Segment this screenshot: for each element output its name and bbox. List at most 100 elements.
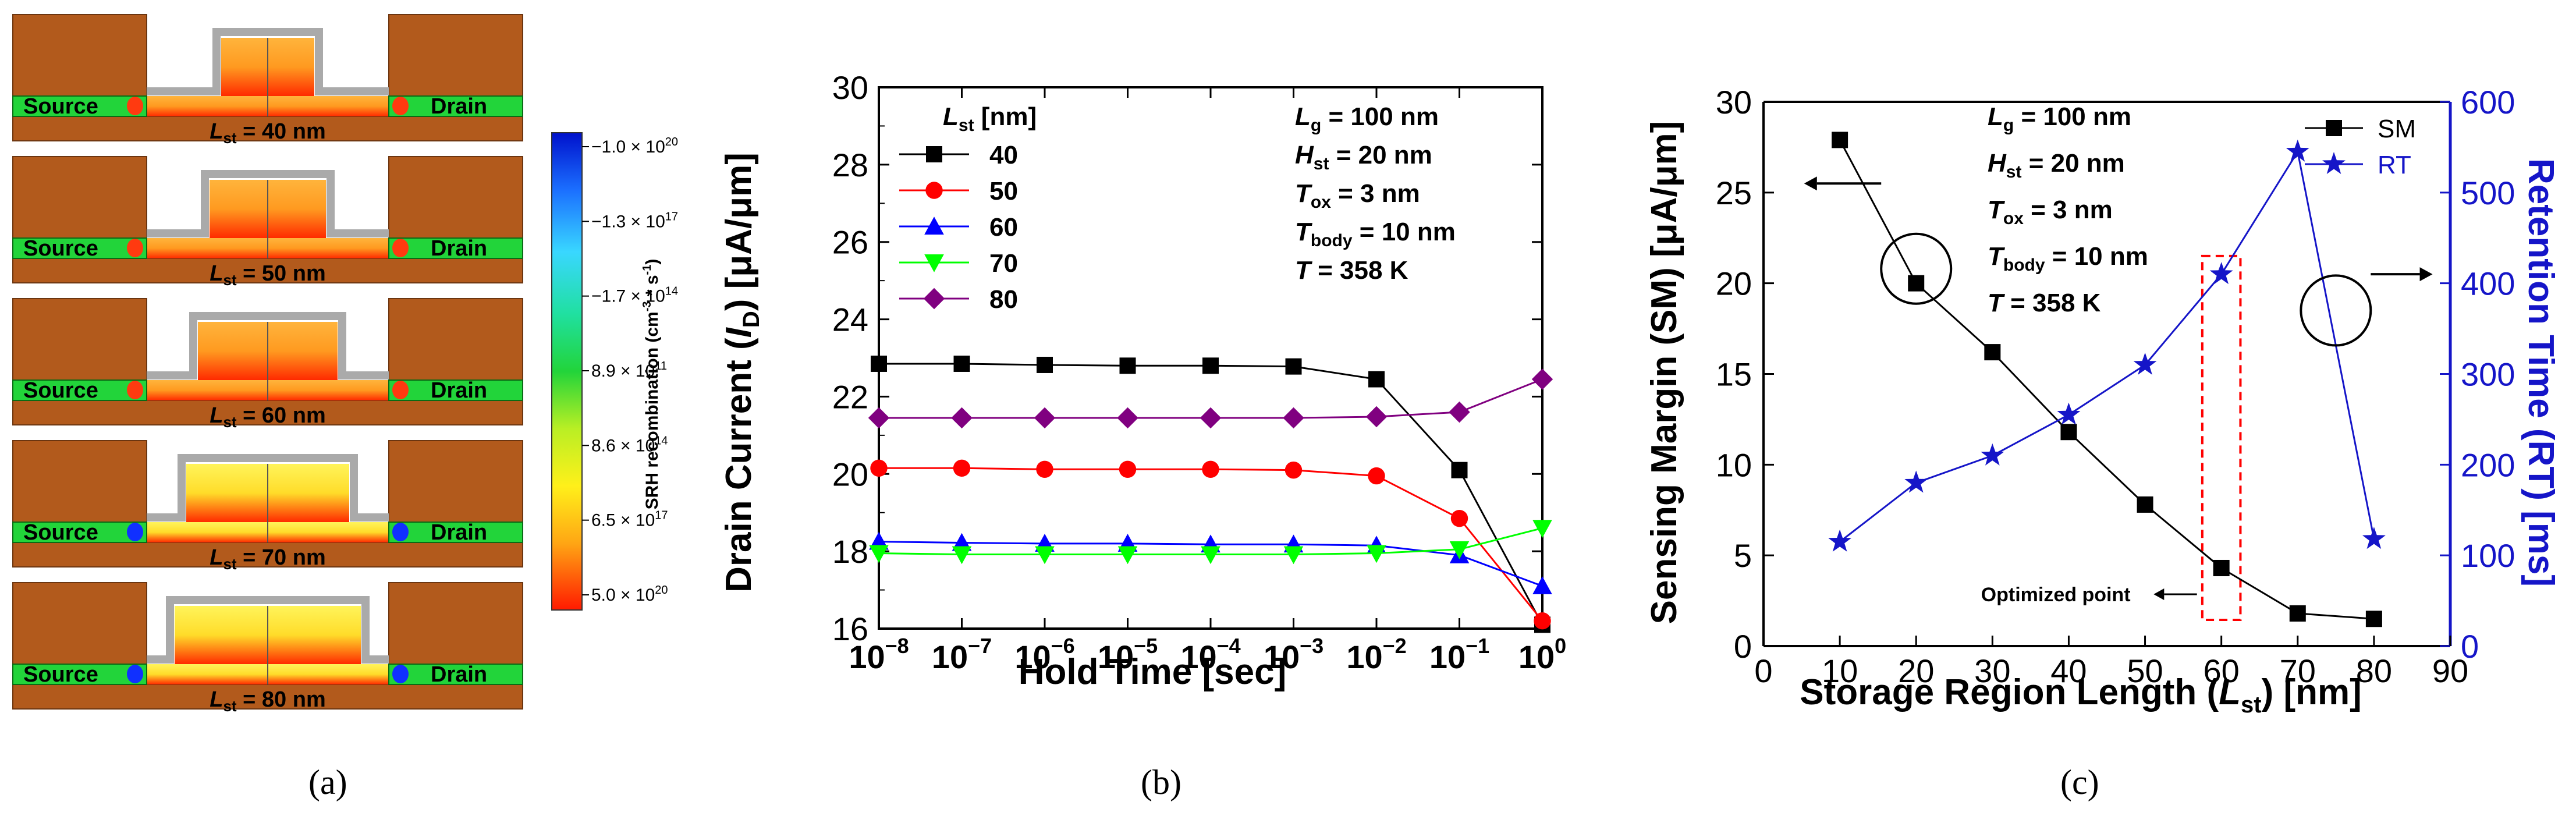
b-legend-label: 80 — [989, 285, 1018, 314]
b-series-80-point — [1283, 407, 1304, 429]
lst-label: Lst = 80 nm — [210, 687, 325, 715]
c-series-SM-line — [1839, 139, 2375, 620]
c-x-tick-label: 0 — [1754, 652, 1772, 689]
source-region — [12, 664, 147, 685]
c-series-RT-point — [2057, 402, 2081, 425]
c-y-tick-label: 25 — [1716, 175, 1752, 211]
c-rt-arrowhead — [2419, 267, 2433, 282]
c-optimized-box — [2201, 254, 2242, 621]
source-label: Source — [23, 94, 98, 119]
c-annotation: Tox = 3 nm — [1988, 196, 2113, 228]
c-x-tick-label: 50 — [2127, 652, 2163, 689]
b-legend-label: 50 — [989, 177, 1018, 205]
b-series-70-point — [1283, 546, 1304, 565]
b-series-80-point — [951, 407, 973, 429]
c-x-tick-label: 30 — [1974, 652, 2010, 689]
b-series-50-point — [1285, 461, 1303, 479]
c-x-tick-label: 60 — [2204, 652, 2240, 689]
b-y-tick-label: 22 — [832, 378, 868, 415]
drain-junction — [392, 239, 409, 257]
source-substrate — [12, 298, 147, 381]
lst-label: Lst = 60 nm — [210, 403, 325, 431]
b-y-tick-label: 26 — [832, 224, 868, 261]
panel-c-caption: (c) — [2060, 763, 2099, 801]
c-series-RT-point — [1981, 443, 2004, 466]
source-junction — [127, 665, 143, 683]
source-region — [12, 379, 147, 401]
b-x-tick-label: 10−7 — [932, 634, 992, 675]
b-series-80-point — [868, 407, 890, 429]
drain-region — [388, 237, 523, 259]
c-annotation: T = 358 K — [1988, 289, 2101, 317]
c-y-tick-label: 20 — [1716, 265, 1752, 302]
drain-label: Drain — [431, 236, 487, 261]
c-series-SM-point — [1908, 275, 1925, 292]
b-series-40-line — [879, 363, 1544, 626]
c-x-tick-label: 90 — [2432, 652, 2468, 689]
source-substrate — [12, 14, 147, 97]
c-sm-circle — [1880, 232, 1953, 305]
c-x-tick-label: 80 — [2356, 652, 2392, 689]
b-series-50-point — [1036, 460, 1053, 478]
b-series-70-point — [1449, 541, 1470, 559]
c-x-tick-label: 10 — [1822, 652, 1858, 689]
c-y-tick-label: 15 — [1716, 356, 1752, 393]
drain-region — [388, 379, 523, 401]
panel-a-figure: Source Drain Lst = 40 nm Source Drain Lst = 5… — [12, 14, 678, 715]
colorbar-tick-label: 6.5 × 1017 — [591, 509, 668, 530]
device-4: Source Drain Lst = 70 nm — [12, 440, 523, 573]
c-series-RT-point — [1904, 470, 1928, 493]
b-legend-marker — [924, 217, 944, 235]
c-x-tick-label: 20 — [1898, 652, 1934, 689]
drain-junction — [392, 97, 409, 115]
b-annotation: T = 358 K — [1295, 256, 1408, 285]
b-series-50-point — [1534, 612, 1551, 630]
b-legend-marker — [923, 288, 945, 310]
c-y2-tick-label: 100 — [2461, 537, 2515, 574]
b-y-tick-label: 18 — [832, 533, 868, 570]
colorbar-tick-label: 8.6 × 1014 — [591, 434, 668, 455]
source-substrate — [12, 156, 147, 239]
b-series-40-point — [1451, 462, 1468, 478]
colorbar-tick-label: 8.9 × 1011 — [591, 360, 667, 381]
drain-label: Drain — [431, 378, 487, 403]
device-5: Source Drain Lst = 80 nm — [12, 582, 523, 715]
gate-oxide — [147, 28, 389, 95]
lst-label: Lst = 50 nm — [210, 261, 325, 289]
c-optimized-arrowhead — [2153, 588, 2165, 600]
b-y-tick-label: 24 — [832, 302, 868, 338]
c-series-SM-point — [2213, 559, 2230, 576]
drain-region — [388, 95, 523, 117]
bottom-substrate — [12, 684, 523, 710]
c-y-tick-label: 5 — [1734, 537, 1752, 574]
colorbar — [551, 132, 583, 611]
colorbar-tick-label: −1.0 × 1020 — [591, 136, 678, 157]
c-y2-tick-label: 0 — [2461, 628, 2479, 665]
c-optimized-label: Optimized point — [1981, 584, 2131, 606]
drain-region — [388, 664, 523, 685]
b-legend-label: 70 — [989, 249, 1018, 278]
b-series-50-point — [953, 459, 971, 477]
b-series-50-point — [1202, 460, 1219, 478]
source-label: Source — [23, 236, 98, 261]
c-y-tick-label: 10 — [1716, 446, 1752, 483]
bottom-substrate — [12, 116, 523, 141]
c-legend-label: SM — [2378, 115, 2416, 143]
panel-b-caption: (b) — [1141, 763, 1181, 801]
c-series-RT-point — [2209, 262, 2233, 285]
b-series-50-point — [870, 459, 888, 477]
b-y-tick-label: 20 — [832, 456, 868, 492]
c-series-RT-point — [2286, 139, 2309, 162]
b-y-tick-label: 30 — [832, 69, 868, 106]
drain-junction — [392, 665, 409, 683]
b-annotation: Tox = 3 nm — [1295, 179, 1420, 212]
c-annotation: Lg = 100 nm — [1988, 102, 2131, 135]
c-legend-marker — [2322, 152, 2346, 174]
bottom-substrate — [12, 258, 523, 283]
c-y-axis-label: Sensing Margin (SM) [μA/μm] — [1644, 121, 1684, 625]
c-series-SM-point — [2060, 424, 2077, 441]
device-2: Source Drain Lst = 50 nm — [12, 156, 523, 289]
b-series-50-point — [1450, 509, 1468, 527]
c-series-SM-point — [2289, 605, 2306, 622]
c-series-SM-point — [1832, 132, 1848, 148]
